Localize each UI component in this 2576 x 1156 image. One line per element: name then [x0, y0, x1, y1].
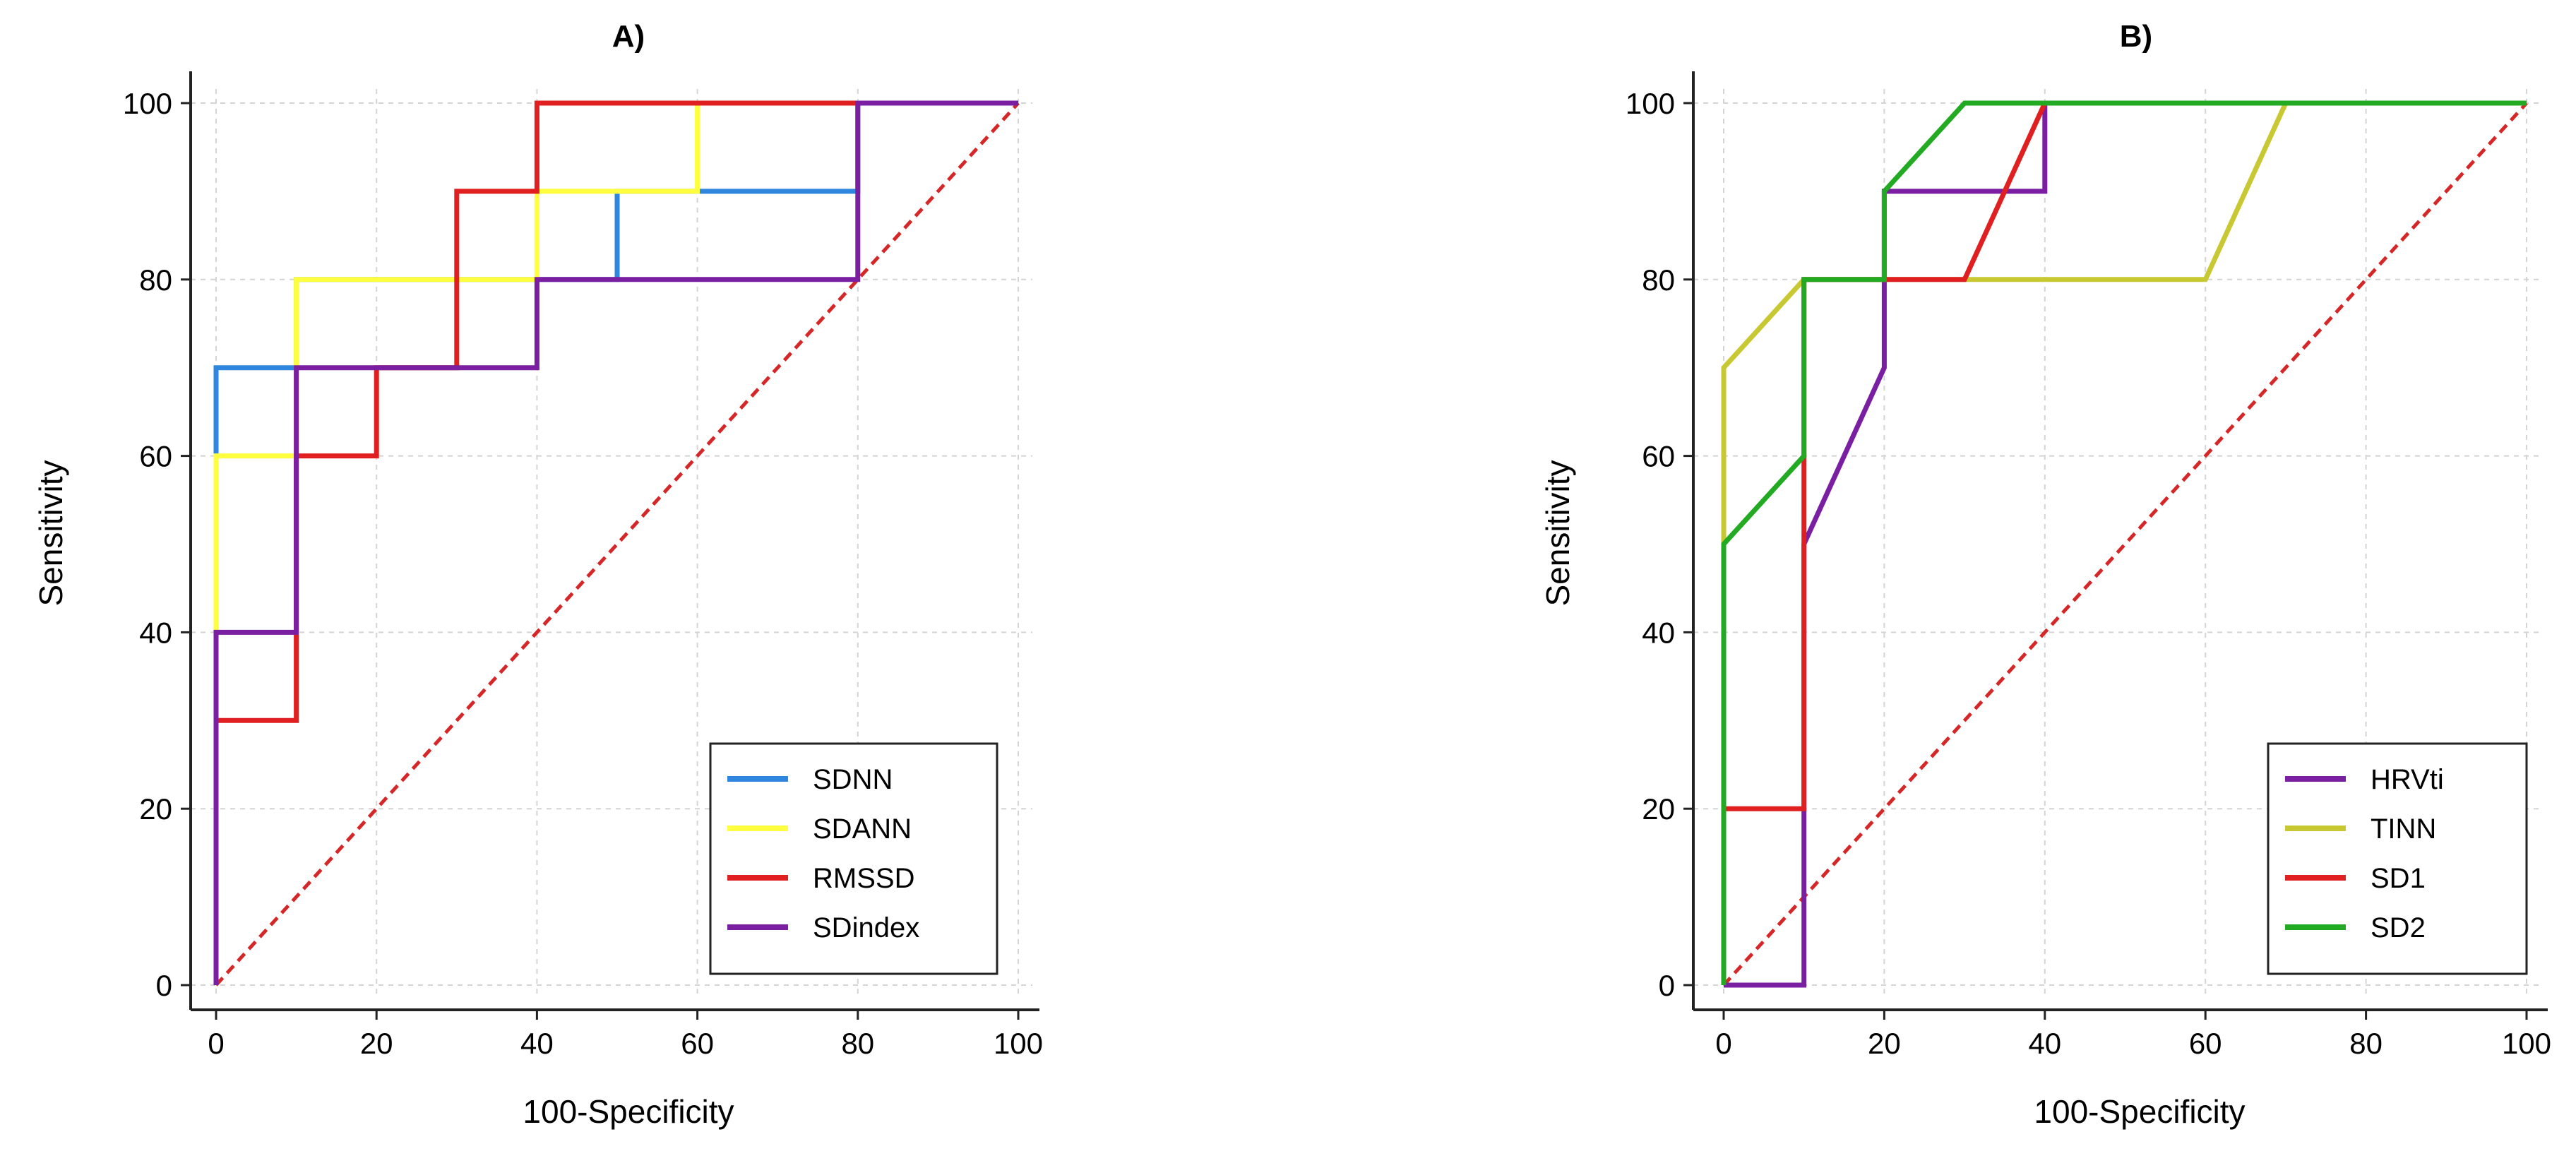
legend-label: HRVti — [2371, 764, 2444, 795]
y-tick-label: 0 — [156, 969, 172, 1002]
y-tick-label: 100 — [1626, 87, 1675, 120]
x-tick-label: 20 — [1868, 1027, 1901, 1060]
legend-label: SDNN — [813, 764, 893, 795]
x-tick-label: 100 — [2502, 1027, 2551, 1060]
legend-label: RMSSD — [813, 863, 914, 894]
x-tick-label: 40 — [2028, 1027, 2061, 1060]
reference-diagonal-line — [215, 102, 1020, 987]
y-tick-label: 100 — [123, 87, 172, 120]
legend-box — [2267, 742, 2528, 975]
x-tick-label: 0 — [1715, 1027, 1731, 1060]
legend-box — [709, 742, 998, 975]
y-tick-label: 40 — [1642, 616, 1675, 649]
legend-label: TINN — [2371, 814, 2436, 845]
y-tick-label: 0 — [1659, 969, 1675, 1002]
chart-panel-a: A) Sensitivity 100-Specificity 0 20 40 60 80… — [32, 19, 1043, 1130]
y-tick-label: 60 — [139, 440, 172, 473]
x-tick-label: 60 — [2189, 1027, 2222, 1060]
y-tick-label: 40 — [139, 616, 172, 649]
x-tick-label: 20 — [360, 1027, 393, 1060]
legend-label: SD1 — [2371, 863, 2426, 894]
legend-label: SD2 — [2371, 912, 2426, 943]
x-axis-label: 100-Specificity — [2034, 1093, 2245, 1130]
x-tick-label: 60 — [681, 1027, 714, 1060]
y-axis-label: Sensitivity — [32, 460, 69, 606]
series-line-sdindex — [213, 100, 1018, 985]
y-tick-label: 80 — [1642, 263, 1675, 297]
y-tick-label: 20 — [139, 792, 172, 826]
series-line-sd2 — [1721, 100, 2527, 985]
y-tick-label: 20 — [1642, 792, 1675, 826]
x-tick-label: 80 — [841, 1027, 874, 1060]
legend-label: SDindex — [813, 912, 919, 943]
y-tick-label: 80 — [139, 263, 172, 297]
x-tick-label: 100 — [994, 1027, 1043, 1060]
y-axis-label: Sensitivity — [1539, 460, 1576, 606]
legend-label: SDANN — [813, 814, 912, 845]
y-tick-label: 60 — [1642, 440, 1675, 473]
x-axis-label: 100-Specificity — [523, 1093, 734, 1130]
x-tick-label: 0 — [208, 1027, 224, 1060]
x-tick-label: 80 — [2349, 1027, 2383, 1060]
chart-title: A) — [612, 19, 645, 54]
x-tick-label: 40 — [520, 1027, 554, 1060]
legend: SDNN SDANN RMSSD SDindex — [709, 742, 998, 975]
legend: HRVti TINN SD1 SD2 — [2267, 742, 2528, 975]
reference-diagonal-line — [1722, 102, 2528, 987]
chart-title: B) — [2120, 19, 2152, 54]
chart-panel-b: B) Sensitivity 100-Specificity 0 20 40 60 80… — [1539, 19, 2551, 1130]
